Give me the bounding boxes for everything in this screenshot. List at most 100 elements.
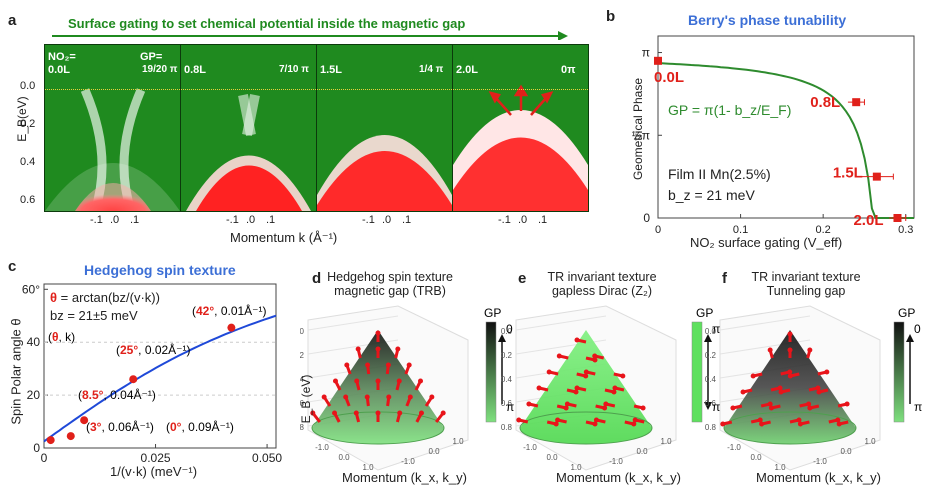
panel-a-xtick: .0 [382, 214, 392, 226]
spin-arrow-head [631, 421, 637, 427]
dose-label: NO₂= [48, 51, 76, 63]
data-point [227, 323, 236, 332]
panel-a-xtick: .1 [266, 214, 276, 226]
e-gp-top: π [712, 322, 721, 336]
x-tick-label: 0 [41, 451, 48, 465]
spin-arrow-head [440, 410, 446, 416]
z-tick-label: 0.8 [501, 423, 513, 432]
arpes-panel-1.5L: 1.5L 1/4 π [316, 44, 453, 212]
dose-label: 1.5L [320, 64, 343, 76]
spin-arrow-head [787, 369, 793, 375]
spin-arrow-head [730, 405, 736, 411]
cone-d: 0.0 0.2 0.4 0.6 0.8 -1.0 0.0 1.0 -1.0 0.0 1.0 [300, 305, 506, 472]
spin-arrow-head [593, 417, 599, 423]
e-gp-bottom: π [712, 400, 721, 414]
gp-arrowhead [704, 334, 712, 342]
dose-label: 2.0L [456, 64, 479, 76]
data-point [893, 214, 902, 222]
cone-base [723, 411, 857, 445]
spin-arrow-head [611, 389, 617, 395]
spin-arrow-head [353, 410, 359, 416]
e-gp-label: GP [696, 306, 714, 320]
spin-arrow-head [396, 378, 402, 384]
spin-arrow-head [397, 410, 403, 416]
panel-a-xtick: .0 [246, 214, 256, 226]
k-tick-label: -1.0 [727, 443, 741, 452]
k-tick-label: 1.0 [774, 463, 786, 472]
spin-arrow-head [602, 405, 608, 411]
spin-arrow-head [321, 394, 327, 400]
spin-arrow-head [632, 417, 638, 423]
data-point [80, 416, 89, 425]
spin-arrow-head [574, 337, 580, 343]
k-tick-label: 0.0 [840, 447, 852, 456]
panel-a-xtick: .0 [518, 214, 528, 226]
cone-f: 0.0 0.2 0.4 0.6 0.8 -1.0 0.0 1.0 -1.0 0.0 1.0 [705, 305, 914, 472]
spin-arrow-head [844, 401, 850, 407]
panel-a-xtick: -.1 [226, 214, 239, 226]
spin-texture-cones: 0.00.20.40.60.8-1.00.01.0-1.00.01.00.00.… [300, 305, 914, 472]
k-tick-label: -1.0 [523, 443, 537, 452]
k-tick-label: 0.0 [428, 447, 440, 456]
spin-arrow-head [768, 405, 774, 411]
dose-label: 0.0L [48, 64, 71, 76]
d-gp-label: GP [484, 306, 502, 320]
spin-arrow-head [824, 369, 830, 375]
spin-arrow-head [592, 357, 598, 363]
panel-label-c: c [8, 258, 17, 275]
spin-arrow-head [332, 410, 338, 416]
z-tick-label: 0.2 [501, 351, 513, 360]
y-tick-label: 40 [27, 335, 41, 349]
panel-a-xtick: -.1 [498, 214, 511, 226]
spin-arrow-head [592, 353, 598, 359]
panel-f-xlabel: Momentum (k_x, k_y) [756, 470, 881, 485]
x-tick-label: 0.1 [733, 224, 748, 236]
spin-arrow-head [563, 405, 569, 411]
spin-arrow-head [365, 362, 371, 368]
panel-a-xtick: -.1 [362, 214, 375, 226]
panel-label-b: b [606, 8, 616, 25]
spin-arrow-head [343, 394, 349, 400]
panel-a-ytick: 0.0 [20, 80, 36, 92]
spin-arrow-head [620, 373, 626, 379]
y-tick-label: π [642, 46, 650, 60]
z-tick-label: 0.0 [705, 327, 717, 336]
panel-a-xtick: .1 [538, 214, 548, 226]
dose-label: 0.8L [184, 64, 207, 76]
spin-arrow-head [767, 347, 773, 353]
arpes-cone-0.8L [186, 94, 311, 211]
spin-arrow-head [757, 417, 763, 423]
z-tick-label: 0.0 [300, 327, 305, 336]
panel-b-title: Berry's phase tunability [688, 12, 847, 28]
data-point [66, 432, 75, 441]
cone-e: 0.0 0.2 0.4 0.6 0.8 -1.0 0.0 1.0 -1.0 0.0 1.0 [501, 305, 712, 472]
annotation-42: (42°, 0.01Å⁻¹) [192, 304, 267, 318]
spin-arrow-head [375, 330, 381, 336]
gp-formula: GP = π(1- b_z/E_F) [668, 102, 792, 118]
spin-arrow-head [796, 417, 802, 423]
d-gp-top: 0 [506, 322, 513, 336]
spin-angle-chart: 0 0.025 0.050 0 20 40 60° [22, 282, 283, 465]
panel-label-f: f [722, 270, 727, 287]
z-tick-label: 0.4 [705, 375, 717, 384]
gp-label: GP= [140, 51, 163, 63]
spin-arrow-head [583, 373, 589, 379]
annotation-0: (0°, 0.09Å⁻¹) [166, 420, 234, 434]
spin-arrow-head [640, 405, 646, 411]
spin-arrow-head [807, 347, 813, 353]
data-point [654, 56, 662, 65]
banner-text: Surface gating to set chemical potential… [68, 16, 466, 31]
spin-arrow-head [806, 401, 812, 407]
arpes-panel-0L: NO₂= 0.0L GP= 19/20 π [44, 44, 181, 212]
cone-base [519, 411, 653, 445]
spin-arrow-head [375, 346, 381, 352]
data-point [872, 172, 881, 181]
panel-c-title: Hedgehog spin texture [84, 262, 236, 278]
spin-arrows [488, 84, 554, 116]
panel-b-ylabel: Geometrical Phase [631, 77, 645, 181]
data-point-label: 0.0L [654, 69, 684, 86]
spin-arrow-head [555, 417, 561, 423]
y-tick-label: 60° [22, 282, 40, 296]
panel-c-ylabel: Spin Polar angle θ [8, 318, 24, 425]
spin-arrow-head [344, 362, 350, 368]
